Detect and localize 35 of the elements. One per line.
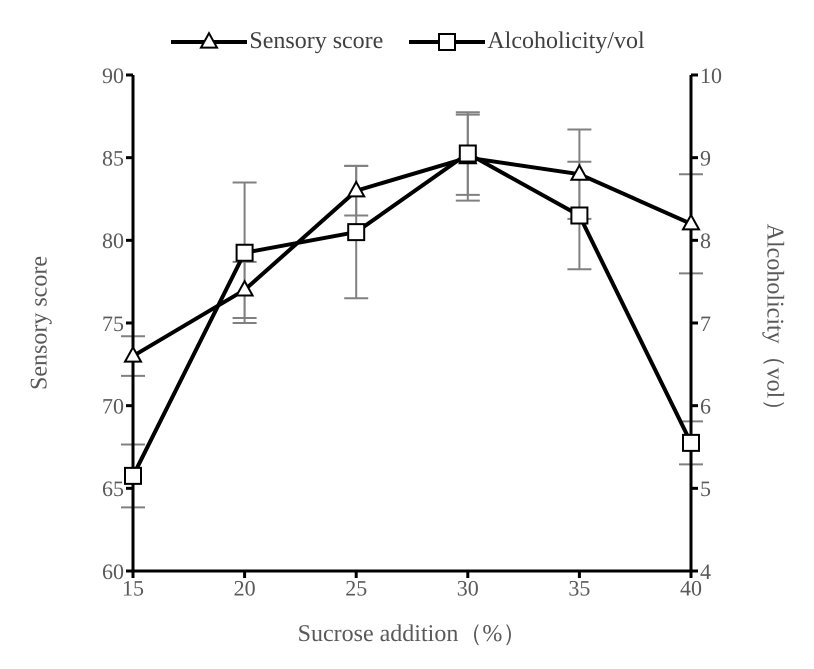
y2-tick-label: 8 bbox=[700, 228, 711, 254]
point bbox=[682, 214, 700, 230]
x-tick-label: 20 bbox=[234, 576, 256, 601]
x-tick-label: 25 bbox=[345, 576, 368, 601]
y-axis-title: Sensory score bbox=[26, 256, 53, 390]
x-tick-label: 40 bbox=[680, 576, 702, 601]
point bbox=[124, 346, 142, 363]
x-tick-label: 15 bbox=[122, 576, 144, 601]
point bbox=[236, 280, 254, 297]
y2-tick-label: 7 bbox=[700, 310, 711, 336]
y2-tick-label: 5 bbox=[700, 476, 711, 502]
point bbox=[570, 206, 588, 225]
y-tick-label: 70 bbox=[102, 393, 124, 418]
point bbox=[347, 180, 366, 198]
y-tick-label: 75 bbox=[102, 310, 124, 336]
y2-axis-title: Alcoholicity（vol） bbox=[761, 224, 788, 422]
y-tick-label: 85 bbox=[102, 145, 124, 170]
x-tick-label: 35 bbox=[568, 576, 590, 601]
point bbox=[347, 223, 366, 242]
x-axis-title: Sucrose addition（%） bbox=[298, 621, 526, 647]
x-tick-label: 30 bbox=[456, 576, 479, 601]
y-tick-label: 65 bbox=[102, 476, 124, 502]
y2-tick-label: 10 bbox=[700, 62, 722, 88]
point bbox=[570, 164, 588, 181]
y2-tick-label: 4 bbox=[700, 558, 711, 584]
point bbox=[236, 244, 254, 262]
legend-label: Alcoholicity/vol bbox=[487, 28, 645, 55]
y-tick-label: 80 bbox=[102, 228, 124, 254]
point bbox=[124, 466, 142, 485]
legend-label: Sensory score bbox=[249, 28, 384, 55]
point bbox=[682, 434, 700, 452]
y2-tick-label: 9 bbox=[700, 145, 711, 170]
y-tick-label: 90 bbox=[102, 62, 124, 88]
y-tick-label: 60 bbox=[102, 558, 124, 584]
y2-tick-label: 6 bbox=[700, 393, 711, 418]
